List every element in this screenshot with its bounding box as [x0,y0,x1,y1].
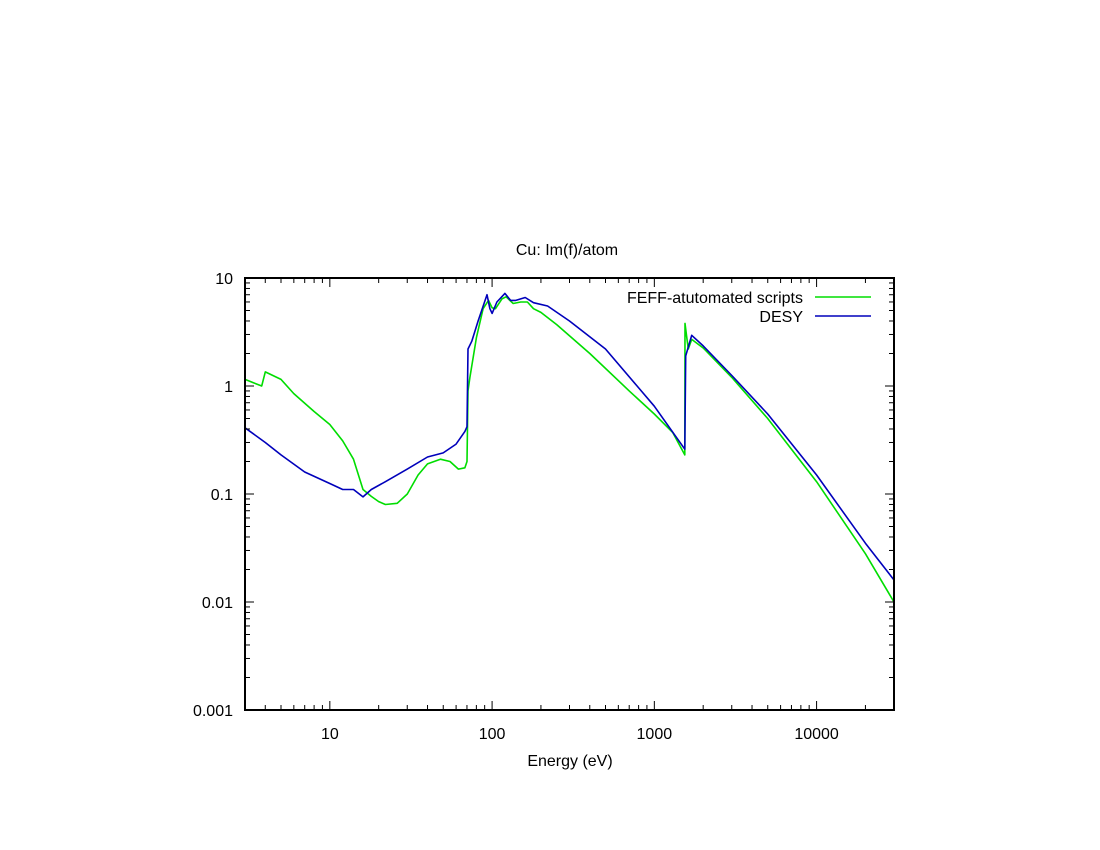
plot-frame [244,277,895,711]
legend-label-feff: FEFF-atutomated scripts [627,290,803,307]
x-tick-label: 10 [321,726,339,743]
chart-title: Cu: Im(f)/atom [516,242,618,259]
y-tick-label: 1 [224,379,233,396]
series-layer [244,292,895,603]
y-tick-label: 0.1 [211,487,233,504]
x-tick-label: 1000 [637,726,673,743]
series-line-desy [244,292,895,581]
legend-label-desy: DESY [759,309,803,326]
x-axis-label: Energy (eV) [527,753,612,770]
ticks-layer: 10 100 1000 10000 0.001 0.01 0.1 1 10 [193,271,895,743]
x-tick-label: 10000 [794,726,839,743]
x-tick-label: 100 [479,726,506,743]
legend: FEFF-atutomated scripts DESY [627,290,871,326]
y-tick-label: 0.01 [202,595,233,612]
y-tick-label: 0.001 [193,703,233,720]
y-tick-label: 10 [215,271,233,288]
